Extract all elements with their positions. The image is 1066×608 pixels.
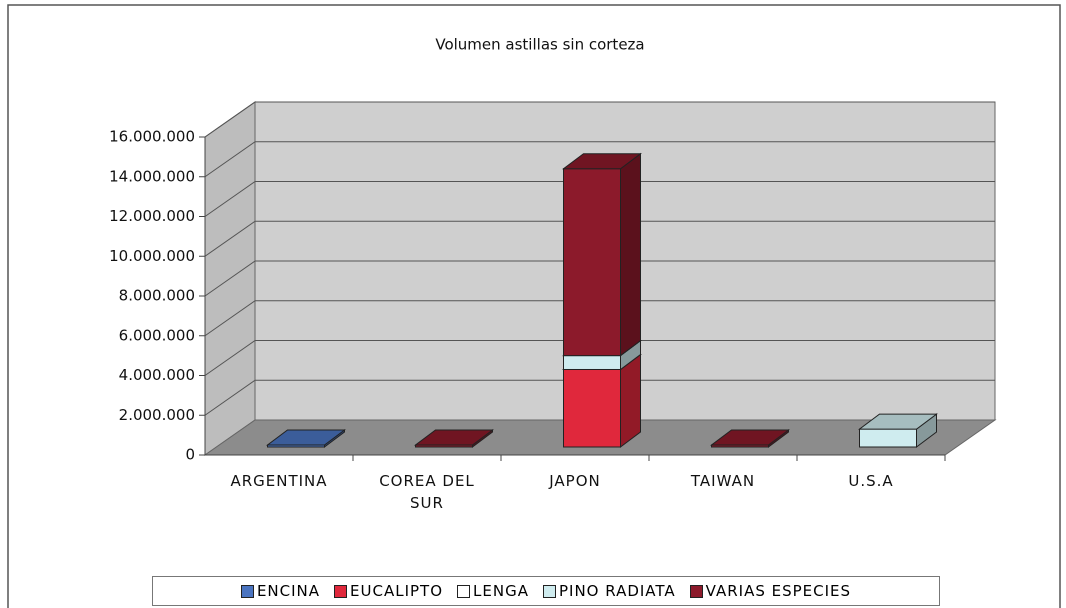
bar-segment: [563, 368, 621, 448]
grid-line: [204, 300, 256, 337]
grid-line: [204, 220, 256, 257]
grid-line: [204, 379, 256, 416]
bar-side: [620, 353, 641, 448]
chart-title: Volumen astillas sin corteza: [435, 36, 644, 54]
bar-top: [414, 429, 494, 446]
x-tick-label: ARGENTINA: [230, 472, 328, 490]
bar-top: [562, 153, 642, 170]
x-tick-label: COREA DEL SUR: [379, 472, 475, 512]
y-tick-label: 8.000.000: [119, 287, 195, 305]
bar-side: [620, 152, 641, 357]
bar-segment: [859, 428, 917, 448]
y-tick-label: 12.000.000: [109, 207, 195, 225]
y-tick-label: 0: [185, 446, 195, 464]
legend-swatch: [334, 584, 348, 598]
legend-item: VARIAS ESPECIES: [689, 582, 852, 600]
y-tick-label: 16.000.000: [109, 128, 195, 146]
grid-line: [204, 340, 256, 376]
legend-item: PINO RADIATA: [542, 582, 676, 600]
legend: ENCINA EUCALIPTO LENGA PINO RADIATA VARIAS E…: [152, 576, 940, 606]
bar-top: [710, 429, 790, 446]
bar-top: [266, 429, 346, 446]
y-tick-label: 2.000.000: [119, 406, 195, 424]
legend-label: LENGA: [473, 582, 529, 600]
x-tick-label: TAIWAN: [690, 472, 756, 490]
legend-item: LENGA: [457, 582, 529, 600]
legend-label: VARIAS ESPECIES: [705, 582, 852, 600]
legend-swatch: [457, 584, 471, 598]
legend-item: EUCALIPTO: [334, 582, 443, 600]
y-tick-label: 6.000.000: [119, 326, 195, 344]
y-tick-label: 4.000.000: [119, 366, 195, 384]
legend-label: EUCALIPTO: [350, 582, 444, 600]
legend-swatch: [240, 584, 254, 598]
grid-line: [204, 141, 256, 178]
legend-label: ENCINA: [256, 582, 321, 600]
legend-swatch: [689, 584, 703, 598]
x-tick-label: U.S.A: [848, 472, 894, 490]
bar-segment: [563, 355, 621, 370]
grid-line: [204, 181, 256, 217]
legend-swatch: [542, 584, 556, 598]
legend-item: ENCINA: [240, 582, 321, 600]
bar-segment: [563, 168, 621, 357]
grid-line: [204, 101, 256, 138]
y-tick-label: 14.000.000: [109, 167, 195, 185]
grid-line: [204, 260, 256, 297]
x-tick-label: JAPON: [549, 472, 601, 490]
bar-top: [858, 413, 938, 430]
y-tick-label: 10.000.000: [109, 247, 195, 265]
legend-label: PINO RADIATA: [558, 582, 676, 600]
